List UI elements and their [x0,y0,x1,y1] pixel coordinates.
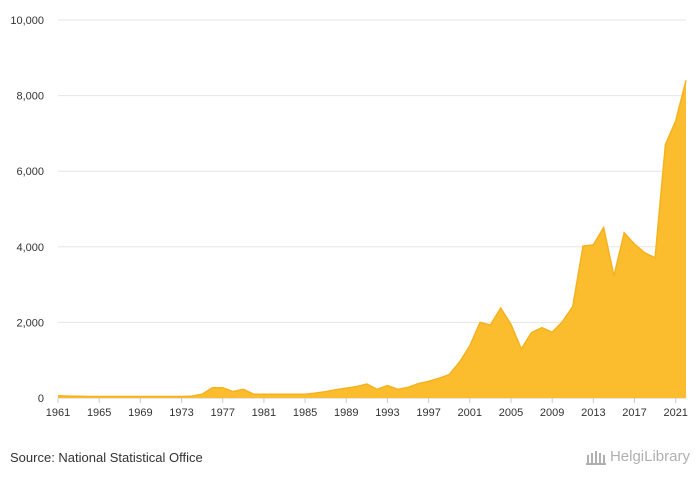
x-tick-label: 1973 [169,407,193,419]
y-tick-label: 8,000 [16,91,44,103]
x-axis-ticks: 1961 1965 1969 1973 1977 1981 1985 1989 1993 1997… [46,398,688,419]
y-tick-label: 6,000 [16,166,44,178]
x-tick-label: 2009 [540,407,564,419]
area-fill [58,80,686,398]
x-tick-label: 1977 [210,407,234,419]
y-axis-ticks: 0 2,000 4,000 6,000 8,000 10,000 [10,15,44,405]
area-chart: 0 2,000 4,000 6,000 8,000 10,000 1961 1965 1969… [10,15,688,419]
series-area [57,80,687,398]
building-icon [585,450,606,465]
y-tick-label: 0 [38,393,44,405]
x-tick-label: 2017 [622,407,646,419]
x-tick-label: 1997 [416,407,440,419]
x-tick-label: 1961 [46,407,70,419]
x-tick-label: 1993 [375,407,399,419]
y-tick-label: 2,000 [16,317,44,329]
helgi-library-logo: HelgiLibrary [585,448,690,465]
x-tick-label: 1965 [87,407,111,419]
x-tick-label: 1981 [252,407,276,419]
series-line [57,80,687,398]
x-tick-label: 2013 [581,407,605,419]
x-tick-label: 1985 [293,407,317,419]
source-note: Source: National Statistical Office [10,450,203,465]
x-tick-label: 1989 [334,407,358,419]
y-tick-label: 4,000 [16,242,44,254]
x-tick-label: 2005 [499,407,523,419]
x-tick-label: 2001 [458,407,482,419]
y-tick-label: 10,000 [10,15,44,27]
x-tick-label: 1969 [128,407,152,419]
x-tick-label: 2021 [663,407,687,419]
logo-text: HelgiLibrary [609,448,690,465]
